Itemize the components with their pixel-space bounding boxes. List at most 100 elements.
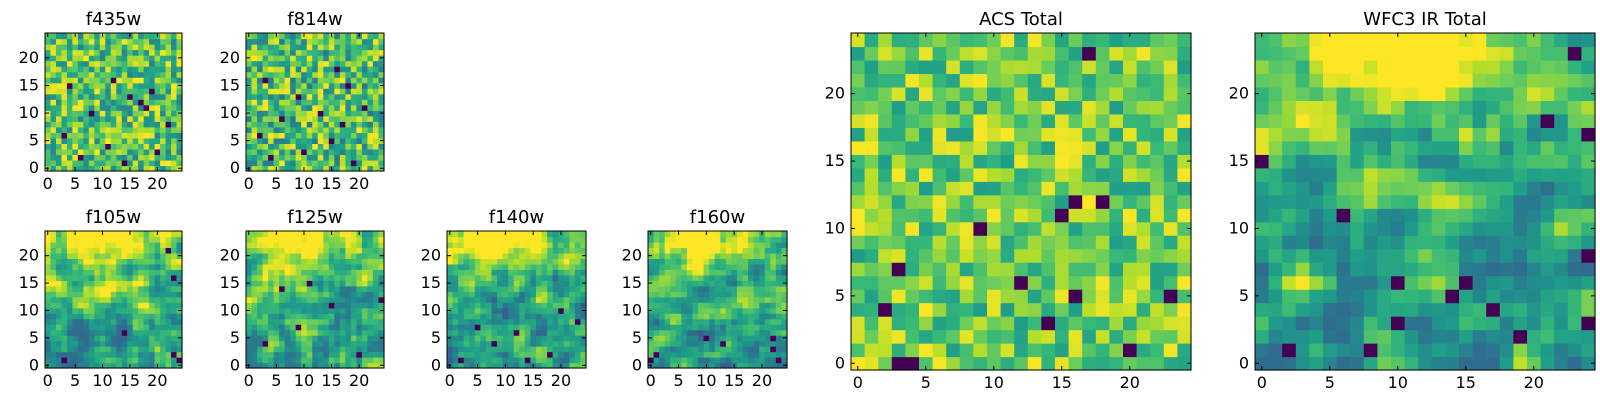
heatmap-cell: [1150, 235, 1164, 249]
heatmap-cell: [329, 247, 335, 253]
heatmap-cell: [345, 242, 351, 248]
heatmap-cell: [285, 160, 291, 166]
heatmap-cell: [160, 39, 166, 45]
heatmap-cell: [296, 55, 302, 61]
heatmap-cell: [89, 149, 95, 155]
heatmap-cell: [122, 132, 128, 138]
heatmap-cell: [878, 114, 892, 128]
heatmap-cell: [345, 302, 351, 308]
heatmap-cell: [246, 94, 252, 100]
heatmap-cell: [575, 297, 581, 303]
heatmap-cell: [878, 249, 892, 263]
heatmap-cell: [770, 346, 776, 352]
heatmap-cell: [171, 94, 177, 100]
heatmap-cell: [78, 341, 84, 347]
heatmap-cell: [1150, 87, 1164, 101]
heatmap-cell: [960, 154, 974, 168]
heatmap-cell: [564, 264, 570, 270]
heatmap-cell: [892, 46, 906, 60]
heatmap-cell: [78, 105, 84, 111]
heatmap-cell: [345, 352, 351, 358]
x-tick-label: 0: [244, 174, 254, 193]
heatmap-cell: [748, 291, 754, 297]
heatmap-cell: [122, 39, 128, 45]
heatmap-cell: [878, 33, 892, 47]
heatmap-cell: [547, 236, 553, 242]
heatmap-cell: [503, 280, 509, 286]
heatmap-cell: [105, 149, 111, 155]
heatmap-cell: [1028, 114, 1042, 128]
heatmap-cell: [1109, 33, 1123, 47]
heatmap-cell: [301, 253, 307, 259]
heatmap-cell: [274, 264, 280, 270]
heatmap-cell: [111, 160, 117, 166]
heatmap-cell: [892, 100, 906, 114]
heatmap-cell: [1055, 73, 1069, 87]
heatmap-cell: [111, 105, 117, 111]
heatmap-cell: [296, 346, 302, 352]
heatmap-cell: [1109, 303, 1123, 317]
heatmap-cell: [373, 324, 379, 330]
heatmap-cell: [731, 330, 737, 336]
heatmap-cell: [268, 72, 274, 78]
heatmap-cell: [1269, 289, 1283, 303]
heatmap-cell: [356, 61, 362, 67]
heatmap-cell: [670, 352, 676, 358]
heatmap-cell: [497, 313, 503, 319]
heatmap-cell: [1337, 276, 1351, 290]
heatmap-cell: [748, 341, 754, 347]
heatmap-cell: [1150, 168, 1164, 182]
heatmap-cell: [933, 168, 947, 182]
heatmap-cell: [1164, 276, 1178, 290]
heatmap-cell: [1109, 141, 1123, 155]
heatmap-cell: [681, 236, 687, 242]
heatmap-cell: [530, 286, 536, 292]
heatmap-cell: [362, 143, 368, 149]
heatmap-cell: [654, 297, 660, 303]
heatmap-cell: [373, 143, 379, 149]
heatmap-cell: [116, 330, 122, 336]
heatmap-cell: [94, 269, 100, 275]
heatmap-cell: [491, 341, 497, 347]
heatmap-cell: [946, 208, 960, 222]
heatmap-cell: [865, 33, 879, 47]
heatmap-cell: [334, 286, 340, 292]
y-tick-label: 15: [19, 75, 39, 94]
heatmap-cell: [257, 44, 263, 50]
heatmap-cell: [519, 258, 525, 264]
heatmap-cell: [171, 319, 177, 325]
heatmap-cell: [475, 258, 481, 264]
heatmap-cell: [960, 208, 974, 222]
heatmap-cell: [1459, 181, 1473, 195]
heatmap-cell: [878, 181, 892, 195]
heatmap-cell: [318, 297, 324, 303]
heatmap-cell: [367, 341, 373, 347]
heatmap-cell: [89, 291, 95, 297]
heatmap-cell: [1445, 289, 1459, 303]
heatmap-cell: [698, 275, 704, 281]
heatmap-cell: [1350, 303, 1364, 317]
heatmap-cell: [94, 264, 100, 270]
heatmap-cell: [274, 160, 280, 166]
heatmap-cell: [1177, 127, 1191, 141]
heatmap-cell: [497, 297, 503, 303]
heatmap-cell: [279, 275, 285, 281]
heatmap-cell: [542, 324, 548, 330]
heatmap-cell: [514, 341, 520, 347]
heatmap-cell: [973, 303, 987, 317]
heatmap-cell: [155, 253, 161, 259]
heatmap-cell: [334, 154, 340, 160]
heatmap-cell: [1405, 262, 1419, 276]
heatmap-cell: [743, 324, 749, 330]
heatmap-cell: [497, 264, 503, 270]
heatmap-cell: [547, 286, 553, 292]
heatmap-cell: [743, 297, 749, 303]
heatmap-cell: [648, 291, 654, 297]
heatmap-cell: [45, 269, 51, 275]
heatmap-cell: [1459, 289, 1473, 303]
heatmap-cell: [67, 160, 73, 166]
heatmap-cell: [362, 346, 368, 352]
heatmap-cell: [78, 154, 84, 160]
heatmap-cell: [351, 160, 357, 166]
heatmap-cell: [138, 121, 144, 127]
